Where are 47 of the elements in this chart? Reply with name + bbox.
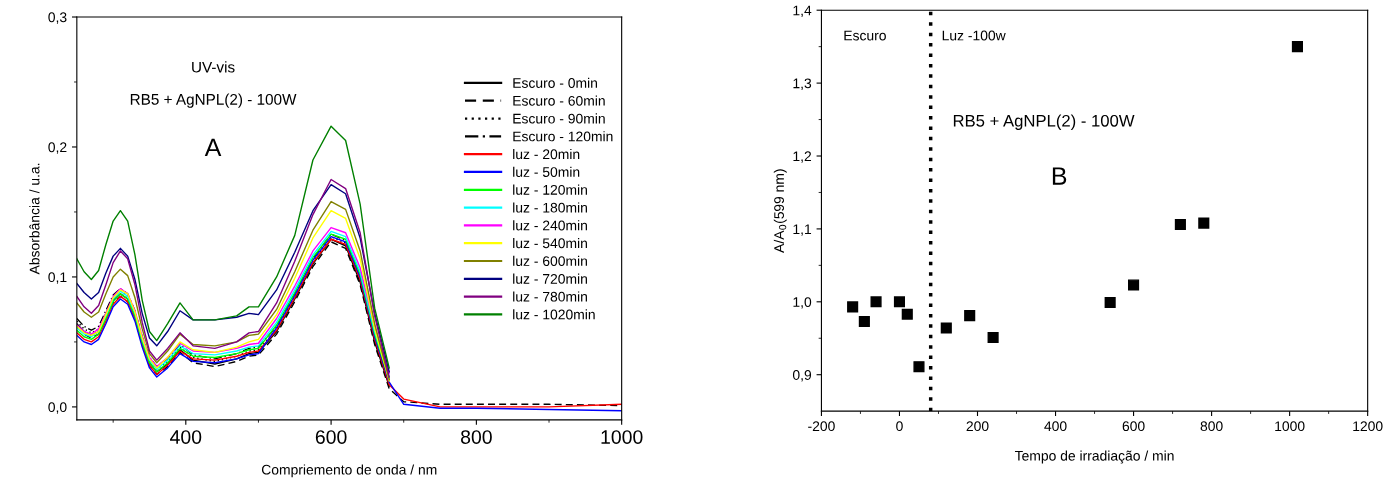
annotation: UV-vis [192, 61, 235, 73]
y-axis-title: A/A$_{0}$(599 nm) [773, 169, 787, 253]
legend-label: luz - 50min [513, 166, 580, 177]
y-tick-label: 0,3 [48, 12, 67, 24]
y-tick-label: 1,0 [793, 297, 812, 309]
legend-label: luz - 780min [513, 291, 587, 302]
x-tick-label: 1000 [1275, 421, 1305, 432]
x-tick-label: 800 [1200, 421, 1223, 432]
legend-label: Escuro - 120min [513, 131, 613, 142]
legend-label: luz - 720min [513, 273, 587, 284]
y-axis-title: Absorbância / u.a. [29, 163, 40, 275]
x-axis-title: Tempo de irradiação / min [1014, 450, 1174, 464]
legend-label: luz - 180min [513, 202, 587, 213]
y-tick-label: 1,4 [793, 5, 812, 18]
x-axis-title: Compriemento de onda / nm [261, 464, 437, 478]
x-tick-label: -200 [808, 421, 835, 432]
y-tick-label: 0,2 [48, 142, 67, 154]
annotation: RB5 + AgNPL(2) - 100W [130, 93, 297, 108]
annotation: Luz -100w [942, 30, 1006, 41]
legend-label: Escuro - 60min [513, 95, 605, 106]
x-tick-label: 400 [1044, 421, 1067, 432]
legend-label: luz - 540min [513, 237, 587, 249]
y-tick-label: 1,1 [793, 224, 812, 236]
annotation: A [204, 138, 222, 156]
y-tick-label: 0,0 [48, 402, 67, 414]
legend-label: Escuro - 90min [513, 113, 605, 124]
annotation: Escuro [844, 30, 886, 41]
annotation: B [1052, 167, 1067, 185]
legend-label: luz - 600min [513, 255, 587, 266]
x-tick-label: 400 [170, 430, 202, 444]
y-tick-label: 1,3 [793, 78, 812, 90]
legend-label: luz - 120min [513, 184, 587, 195]
x-tick-label: 600 [315, 430, 347, 444]
x-tick-label: 600 [1122, 421, 1145, 432]
y-tick-label: 0,9 [792, 370, 812, 382]
y-tick-label: 1,2 [793, 151, 812, 163]
legend-label: luz - 240min [513, 220, 587, 231]
legend-label: Escuro - 0min [513, 77, 597, 88]
legend-label: luz - 1020min [513, 309, 595, 320]
x-tick-label: 200 [966, 421, 989, 432]
x-tick-label: 1000 [601, 430, 643, 444]
x-tick-label: 0 [896, 421, 903, 432]
x-tick-label: 1200 [1353, 421, 1383, 432]
y-tick-label: 0,1 [48, 272, 67, 284]
legend-label: luz - 20min [513, 148, 580, 160]
x-tick-label: 800 [461, 430, 492, 444]
annotation: RB5 + AgNPL(2) - 100W [953, 114, 1135, 130]
